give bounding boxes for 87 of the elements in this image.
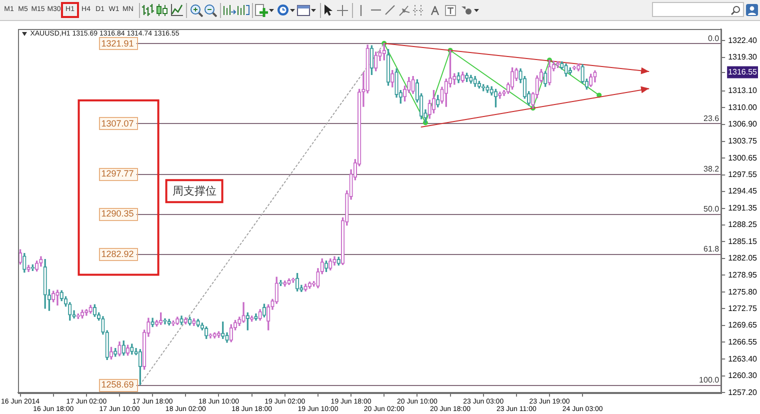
candlestick [43,258,47,309]
candlestick [469,74,473,84]
candlestick [39,256,43,267]
y-tick-label: 1313.10 [728,86,758,96]
candlestick [180,316,184,325]
candlestick [328,258,332,270]
candlestick [163,318,167,324]
candlestick [473,76,477,87]
y-tick-label: 1310.00 [728,102,758,112]
candlestick [130,344,134,355]
candlestick [34,260,39,272]
candlestick [76,313,80,319]
candlestick [80,310,84,318]
candlestick [295,272,300,292]
candlestick [324,260,328,272]
candlestick [159,312,163,325]
annotation: 周支撑位 [172,184,216,198]
candlestick [88,304,92,314]
annotation: 100.0 [699,375,720,384]
y-tick-label: 1303.75 [728,136,758,146]
y-tick-label: 1275.80 [728,287,758,296]
ref-line-label: 1290.35 [101,208,134,219]
candlestick [68,302,72,321]
ref-line-label: 1307.07 [101,118,134,128]
candlestick [407,77,411,93]
candlestick [287,278,291,285]
candlestick [242,302,246,323]
annotation: 38.2 [704,164,720,174]
y-tick-label: 1266.55 [728,337,758,346]
y-tick-label: 1288.25 [728,220,758,230]
y-tick-label: 1257.20 [728,388,758,397]
ref-line-label: 1321.91 [101,38,134,48]
candlestick [394,68,398,98]
candlestick [188,316,192,326]
y-tick-label: 1316.55 [728,67,758,76]
y-tick-label: 1282.05 [728,254,758,263]
candlestick [225,332,229,343]
candlestick [411,76,415,94]
candlestick [464,72,469,82]
y-tick-label: 1322.40 [728,36,758,45]
candlestick [246,312,250,330]
y-tick-label: 1260.30 [728,371,758,380]
candlestick [304,284,308,292]
candlestick [374,52,378,72]
ref-line-label: 1282.92 [101,248,134,259]
candlestick [184,317,188,324]
candlestick [176,316,180,325]
candlestick [208,333,212,338]
y-tick-label: 1278.95 [728,270,758,280]
y-tick-label: 1306.90 [728,120,758,129]
y-tick-label: 1291.35 [728,203,758,212]
candlestick [192,318,196,326]
candlestick [171,320,176,326]
candlestick [589,74,593,87]
candlestick [221,322,225,339]
y-tick-label: 1300.65 [728,153,758,162]
ref-line-label: 1258.69 [101,380,134,390]
ref-line-label: 1297.77 [101,168,134,179]
annotation: 0.0 [708,34,720,44]
y-tick-label: 1272.75 [728,304,758,313]
annotation: 50.0 [704,204,720,214]
candlestick [544,71,548,87]
y-tick-label: 1294.45 [728,186,758,196]
candlestick [22,253,26,273]
candlestick [56,290,60,306]
candlestick [114,348,118,357]
candlestick [196,318,200,328]
candlestick [452,73,456,85]
candlestick [308,282,312,289]
candlestick [336,256,340,266]
candlestick [332,256,336,266]
candlestick [118,342,122,356]
candlestick [456,72,460,84]
candlestick [204,326,208,339]
y-tick-label: 1285.15 [728,236,758,246]
y-tick-label: 1319.30 [728,52,758,62]
y-tick-label: 1263.40 [728,354,758,364]
candlestick [84,309,88,316]
candlestick [212,332,216,338]
y-tick-label: 1297.55 [728,170,758,180]
annotation: 61.8 [704,244,720,254]
annotation: 23.6 [704,114,720,124]
y-tick-label: 1269.65 [728,320,758,330]
candlestick [26,264,30,272]
candlestick [167,318,171,326]
candlestick [278,280,283,286]
candlestick [254,313,258,321]
